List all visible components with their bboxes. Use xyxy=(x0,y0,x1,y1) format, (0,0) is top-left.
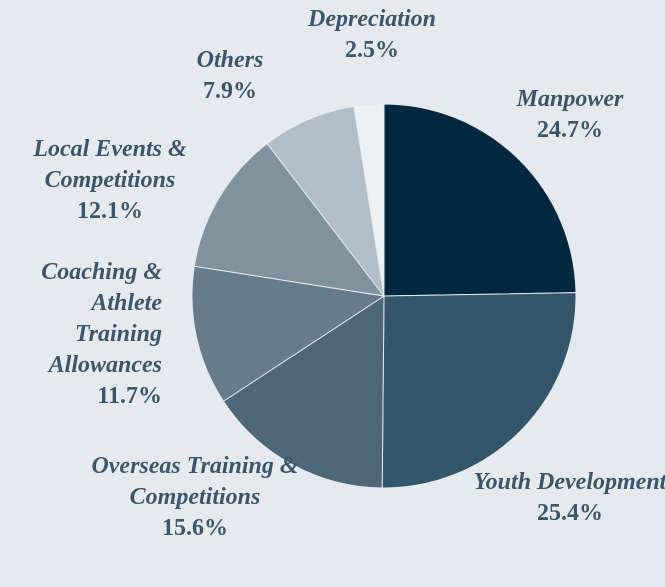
category-name: Youth Development xyxy=(473,469,665,495)
category-name: Depreciation xyxy=(308,6,436,32)
category-name: Overseas Training & Competitions xyxy=(91,453,299,510)
category-name: Manpower xyxy=(516,86,624,112)
slice-label: Others 7.9% xyxy=(170,45,290,107)
value-label: 24.7% xyxy=(537,117,603,143)
slice-label: Coaching & Athlete Training Allowances 11… xyxy=(0,257,162,412)
category-name: Coaching & Athlete Training Allowances xyxy=(41,259,162,378)
value-label: 25.4% xyxy=(537,500,603,526)
pie-slice xyxy=(266,105,385,297)
pie-slice xyxy=(381,292,577,489)
pie-slice xyxy=(222,295,385,489)
value-label: 12.1% xyxy=(77,198,143,224)
category-name: Local Events & Competitions xyxy=(33,136,187,193)
pie-slice xyxy=(383,103,577,297)
value-label: 7.9% xyxy=(203,78,257,104)
pie-slice xyxy=(191,265,386,402)
pie-slice xyxy=(193,142,386,297)
value-label: 2.5% xyxy=(345,37,399,63)
pie-slice xyxy=(353,103,385,297)
slice-label: Depreciation 2.5% xyxy=(272,4,472,66)
value-label: 15.6% xyxy=(162,515,228,541)
value-label: 11.7% xyxy=(97,383,162,409)
slice-label: Local Events & Competitions 12.1% xyxy=(5,134,215,227)
slice-label: Manpower 24.7% xyxy=(480,84,660,146)
slice-label: Overseas Training & Competitions 15.6% xyxy=(90,451,300,544)
slice-label: Youth Development 25.4% xyxy=(470,467,665,529)
category-name: Others xyxy=(196,47,264,73)
